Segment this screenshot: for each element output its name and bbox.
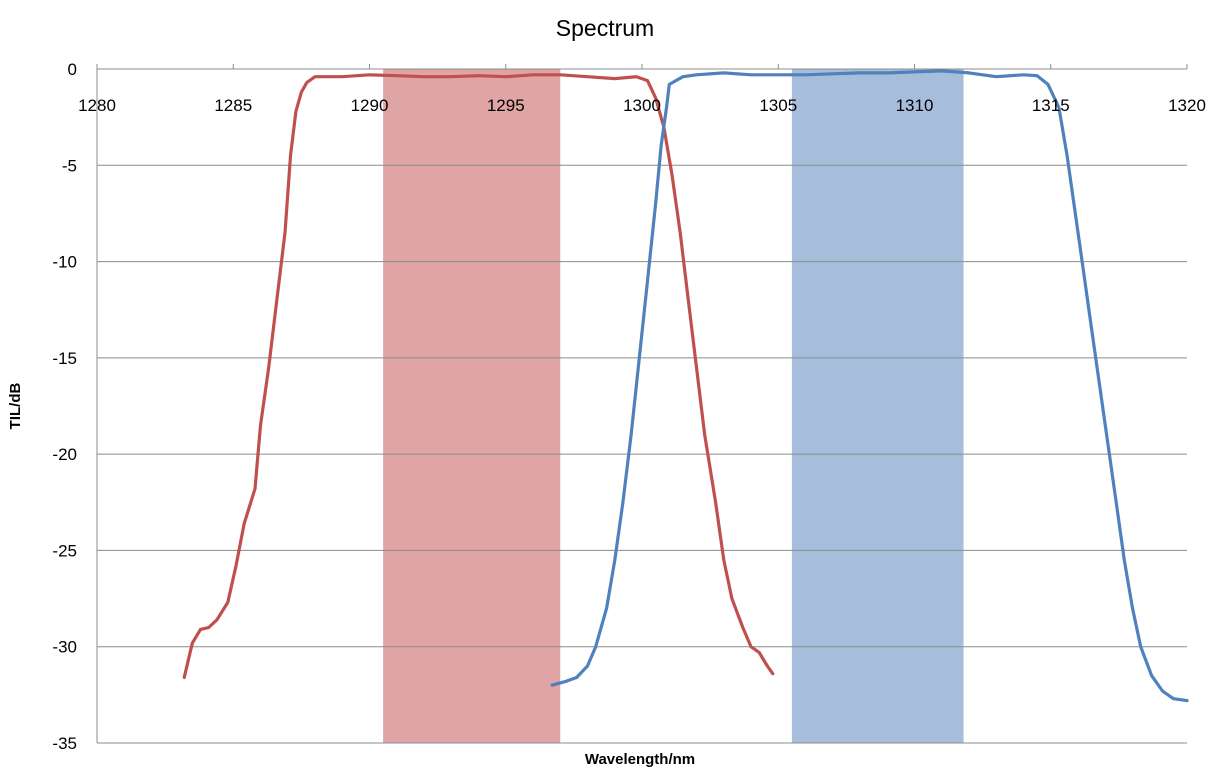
gridlines [96,64,1188,744]
x-tick-label: 1320 [1168,96,1206,115]
y-tick-label: -25 [52,541,77,560]
x-tick-label: 1305 [759,96,797,115]
x-tick-labels: 1280 1285 1290 1295 1300 1305 1310 1315 1320 [78,96,1206,115]
band-2 [791,69,964,743]
y-tick-label: -10 [52,253,77,272]
x-tick-label: 1290 [351,96,389,115]
y-tick-label: 0 [68,60,77,79]
y-tick-label: -30 [52,638,77,657]
y-tick-label: -20 [52,445,77,464]
chart-title: Spectrum [556,15,654,41]
y-tick-labels: 0 -5 -10 -15 -20 -25 -30 -35 [52,60,77,753]
x-tick-label: 1315 [1032,96,1070,115]
band-1 [383,69,561,743]
y-tick-label: -15 [52,349,77,368]
x-tick-label: 1280 [78,96,116,115]
series-lines [182,69,1189,703]
x-tick-label: 1300 [623,96,661,115]
series-line-1 [182,73,775,680]
y-tick-label: -35 [52,734,77,753]
y-tick-label: -5 [62,156,77,175]
x-axis-label: Wavelength/nm [585,751,695,768]
x-tick-label: 1310 [896,96,934,115]
series-line-2 [550,69,1189,703]
y-axis-label: TIL/dB [7,383,24,430]
x-tick-label: 1285 [214,96,252,115]
highlight-bands [383,69,964,743]
x-tick-label: 1295 [487,96,525,115]
